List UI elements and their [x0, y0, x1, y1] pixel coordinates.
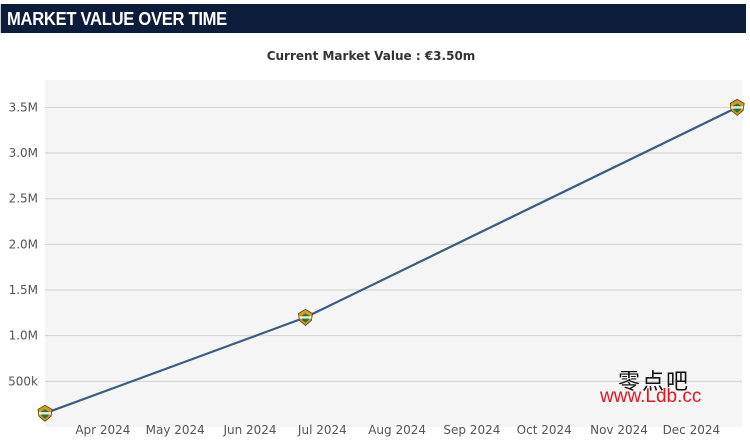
club-crest-icon[interactable]	[37, 404, 53, 422]
x-tick-label: Aug 2024	[368, 423, 426, 437]
club-crest-icon[interactable]	[729, 98, 745, 116]
y-tick-label: 500k	[8, 374, 38, 388]
plot-background	[45, 80, 742, 427]
y-tick-label: 3.5M	[9, 100, 38, 114]
chart-subtitle: Current Market Value : €3.50m	[266, 49, 476, 63]
y-tick-label: 1.5M	[9, 283, 38, 297]
panel-title: MARKET VALUE OVER TIME	[7, 9, 227, 29]
y-tick-label: 2.0M	[9, 237, 38, 251]
x-tick-label: Apr 2024	[75, 423, 130, 437]
x-tick-label: May 2024	[146, 423, 205, 437]
market-value-chart: 500k 1.0M 1.5M 2.0M 2.5M 3.0M 3.5M Apr 2024 May …	[8, 80, 745, 437]
watermark-url-text: www.Ldb.cc	[600, 386, 702, 407]
y-tick-label: 3.0M	[9, 146, 38, 160]
x-tick-label: Jun 2024	[222, 423, 276, 437]
x-tick-label: Nov 2024	[590, 423, 648, 437]
watermark-chinese-text: 零点吧	[618, 370, 691, 395]
club-crest-icon[interactable]	[298, 308, 313, 326]
chart-area: 500k 1.0M 1.5M 2.0M 2.5M 3.0M 3.5M Apr 2024 May …	[0, 33, 750, 444]
x-tick-label: Dec 2024	[663, 423, 721, 437]
y-tick-label: 2.5M	[9, 192, 38, 206]
y-tick-label: 1.0M	[9, 329, 38, 343]
panel-header: MARKET VALUE OVER TIME	[0, 4, 746, 33]
x-tick-label: Jul 2024	[297, 423, 347, 437]
x-tick-label: Sep 2024	[443, 423, 500, 437]
x-tick-label: Oct 2024	[517, 423, 572, 437]
